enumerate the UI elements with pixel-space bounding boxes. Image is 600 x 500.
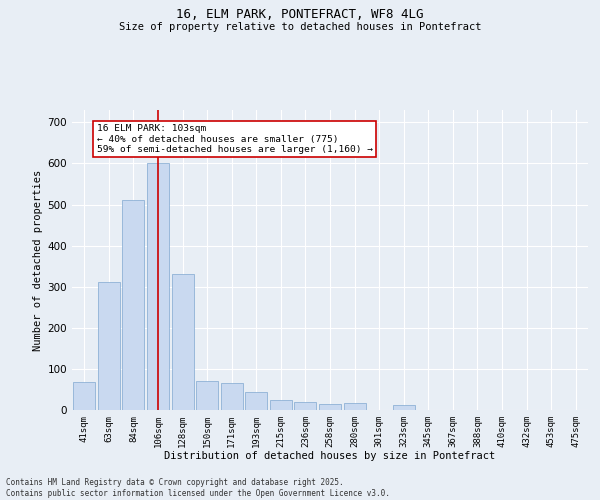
Bar	[295, 402, 316, 410]
Text: 16 ELM PARK: 103sqm
← 40% of detached houses are smaller (775)
59% of semi-detac: 16 ELM PARK: 103sqm ← 40% of detached ho…	[97, 124, 373, 154]
Bar	[344, 402, 365, 410]
Bar	[245, 392, 268, 410]
X-axis label: Distribution of detached houses by size in Pontefract: Distribution of detached houses by size …	[164, 452, 496, 462]
Bar	[319, 404, 341, 410]
Bar	[147, 164, 169, 410]
Bar	[392, 405, 415, 410]
Text: Contains HM Land Registry data © Crown copyright and database right 2025.
Contai: Contains HM Land Registry data © Crown c…	[6, 478, 390, 498]
Bar	[73, 382, 95, 410]
Y-axis label: Number of detached properties: Number of detached properties	[34, 170, 43, 350]
Text: 16, ELM PARK, PONTEFRACT, WF8 4LG: 16, ELM PARK, PONTEFRACT, WF8 4LG	[176, 8, 424, 20]
Bar	[122, 200, 145, 410]
Text: Size of property relative to detached houses in Pontefract: Size of property relative to detached ho…	[119, 22, 481, 32]
Bar	[172, 274, 194, 410]
Bar	[196, 381, 218, 410]
Bar	[221, 384, 243, 410]
Bar	[98, 282, 120, 410]
Bar	[270, 400, 292, 410]
